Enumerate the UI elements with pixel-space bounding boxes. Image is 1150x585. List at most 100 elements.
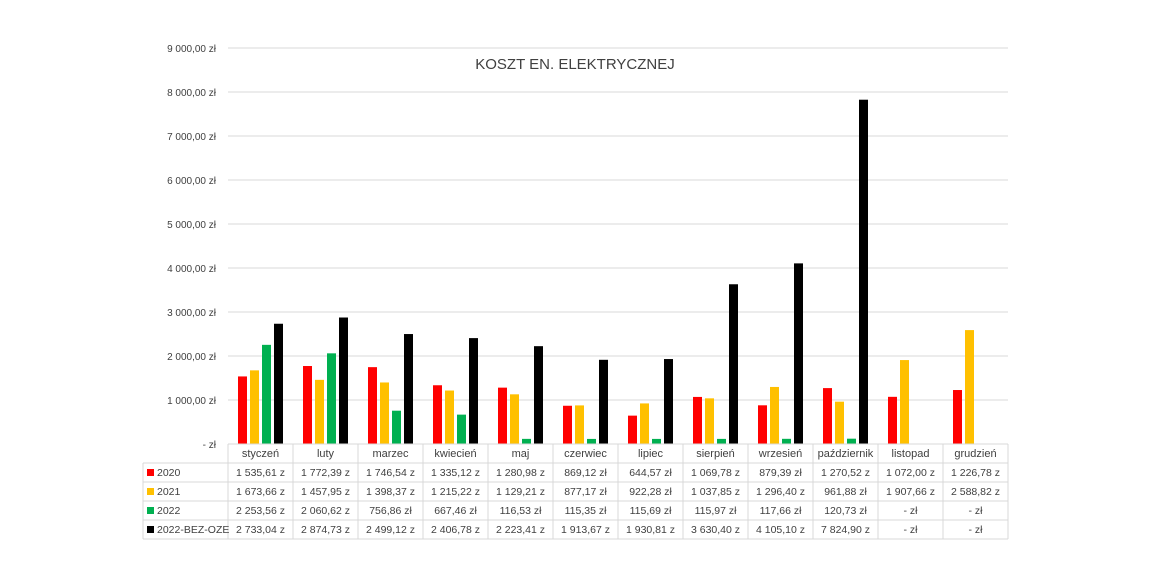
data-label: 1 930,81 z (626, 524, 675, 536)
bars (238, 99, 974, 444)
data-label: 1 129,21 z (496, 486, 545, 498)
bar-2021-grudzień (965, 330, 974, 444)
data-table: styczeń luty marzec kwiecień maj czerwiec lipi… (142, 443, 1009, 540)
data-label: 1 296,40 z (756, 486, 805, 498)
bar-2022-BEZ-OZE-październik (859, 99, 868, 444)
data-label: 115,69 zł (630, 505, 673, 517)
data-label: 7 824,90 z (821, 524, 870, 536)
bar-2020-grudzień (953, 390, 962, 444)
category-label: marzec (372, 448, 409, 460)
data-label: 2 733,04 z (236, 524, 285, 536)
bar-2022-BEZ-OZE-wrzesień (794, 263, 803, 444)
bar-2022-BEZ-OZE-kwiecień (469, 338, 478, 444)
data-label: 2 874,73 z (301, 524, 350, 536)
data-label: 1 215,22 z (431, 486, 480, 498)
data-label: 1 457,95 z (301, 486, 350, 498)
bar-2022-luty (327, 353, 336, 444)
category-label: październik (818, 448, 874, 460)
category-label: czerwiec (564, 448, 607, 460)
data-label: 1 069,78 z (691, 467, 740, 479)
data-label: 3 630,40 z (691, 524, 740, 536)
bar-2022-sierpień (717, 438, 726, 444)
data-label: 756,86 zł (369, 505, 412, 517)
legend-label: 2022 (157, 505, 181, 517)
legend-label: 2021 (157, 486, 181, 498)
category-label: styczeń (242, 448, 279, 460)
data-label: 1 335,12 z (431, 467, 480, 479)
legend-key (147, 488, 154, 495)
bar-2021-maj (510, 394, 519, 444)
data-label: 961,88 zł (824, 486, 867, 498)
y-axis-ticks: - zł 1 000,00 zł 2 000,00 zł 3 000,00 zł 4 0… (167, 44, 217, 451)
bar-2021-czerwiec (575, 405, 584, 444)
data-label: 922,28 zł (629, 486, 672, 498)
data-label: 2 499,12 z (366, 524, 415, 536)
legend-key (147, 507, 154, 514)
y-tick-label: 8 000,00 zł (167, 88, 217, 99)
data-label: 1 270,52 z (821, 467, 870, 479)
data-label: 1 280,98 z (496, 467, 545, 479)
bar-2022-BEZ-OZE-maj (534, 346, 543, 444)
category-label: wrzesień (758, 448, 802, 460)
y-tick-label: 7 000,00 zł (167, 132, 217, 143)
data-label: 1 226,78 z (951, 467, 1000, 479)
bar-2020-marzec (368, 367, 377, 444)
bar-2022-lipiec (652, 438, 661, 444)
bar-2020-lipiec (628, 415, 637, 444)
data-label: - zł (969, 524, 984, 536)
bar-2020-maj (498, 387, 507, 444)
data-label: 2 060,62 z (301, 505, 350, 517)
bar-2022-czerwiec (587, 438, 596, 444)
data-label: 1 907,66 z (886, 486, 935, 498)
bar-2022-BEZ-OZE-luty (339, 317, 348, 444)
bar-2020-wrzesień (758, 405, 767, 444)
chart-title: KOSZT EN. ELEKTRYCZNEJ (475, 56, 675, 73)
category-label: kwiecień (434, 448, 476, 460)
bar-2022-BEZ-OZE-marzec (404, 334, 413, 444)
data-label: 117,66 zł (760, 505, 803, 517)
data-label: 869,12 zł (564, 467, 607, 479)
bar-2022-BEZ-OZE-lipiec (664, 359, 673, 444)
data-label: 1 772,39 z (301, 467, 350, 479)
legend-label: 2022-BEZ-OZE (157, 524, 229, 536)
data-label: 1 673,66 z (236, 486, 285, 498)
bar-2022-marzec (392, 410, 401, 444)
legend-key (147, 469, 154, 476)
data-label: 877,17 zł (564, 486, 607, 498)
y-tick-label: 4 000,00 zł (167, 264, 217, 275)
data-label: 1 037,85 z (691, 486, 740, 498)
category-label: luty (317, 448, 335, 460)
data-label: 667,46 zł (434, 505, 477, 517)
data-label: 1 072,00 z (886, 467, 935, 479)
bar-2021-listopad (900, 360, 909, 444)
data-label: 2 406,78 z (431, 524, 480, 536)
category-label: maj (512, 448, 530, 460)
data-label: 1 913,67 z (561, 524, 610, 536)
data-label: 2 253,56 z (236, 505, 285, 517)
y-tick-label: 3 000,00 zł (167, 308, 217, 319)
data-label: - zł (969, 505, 984, 517)
bar-2022-maj (522, 438, 531, 444)
bar-2021-sierpień (705, 398, 714, 444)
y-tick-label: 9 000,00 zł (167, 44, 217, 55)
bar-2021-październik (835, 401, 844, 444)
data-label: 879,39 zł (759, 467, 802, 479)
bar-2021-wrzesień (770, 386, 779, 444)
bar-2020-sierpień (693, 396, 702, 444)
data-label: 4 105,10 z (756, 524, 805, 536)
bar-2021-luty (315, 379, 324, 444)
y-tick-label: - zł (203, 440, 217, 451)
bar-2021-kwiecień (445, 390, 454, 444)
bar-2020-kwiecień (433, 385, 442, 444)
data-label: 115,97 zł (695, 505, 738, 517)
bar-2020-styczeń (238, 376, 247, 444)
category-label: listopad (892, 448, 930, 460)
legend-key (147, 526, 154, 533)
bar-2020-listopad (888, 396, 897, 444)
bar-2021-styczeń (250, 370, 259, 444)
data-label: 116,53 zł (500, 505, 543, 517)
data-label: - zł (904, 505, 919, 517)
bar-2022-wrzesień (782, 438, 791, 444)
